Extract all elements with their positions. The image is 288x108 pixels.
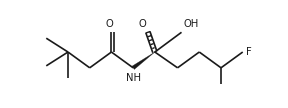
Text: NH: NH [126, 73, 141, 83]
Text: F: F [246, 47, 251, 57]
Text: O: O [138, 19, 146, 29]
Polygon shape [132, 52, 155, 69]
Text: O: O [106, 19, 113, 29]
Text: OH: OH [183, 19, 199, 29]
